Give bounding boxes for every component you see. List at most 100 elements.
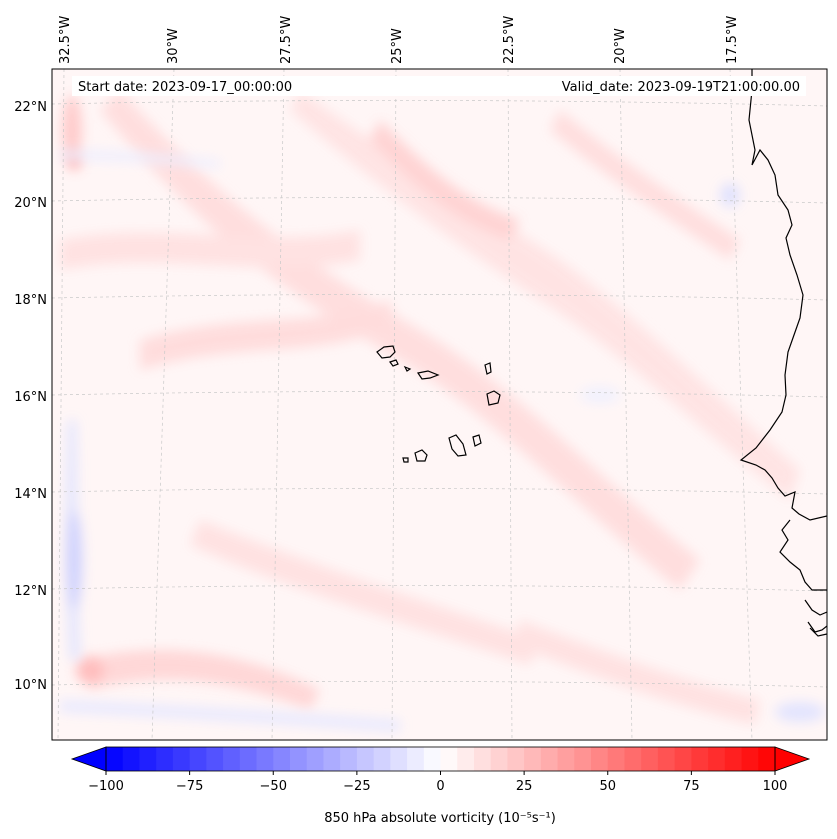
colorbar-step [624, 747, 642, 771]
colorbar-tick-label: 100 [763, 779, 788, 794]
cape-verde-sal [484, 362, 492, 375]
longitude-label: 22.5°W [502, 16, 517, 64]
colorbar-step [156, 747, 174, 771]
positive-vorticity-band [190, 520, 540, 665]
latitude-labels: 22°N 20°N 18°N 16°N 14°N 12°N 10°N [14, 100, 47, 693]
colorbar-step [591, 747, 609, 771]
cape-verde-santo-antao [376, 345, 396, 359]
latitude-label: 16°N [14, 390, 47, 405]
gridlines [52, 69, 827, 740]
latitude-gridline [52, 681, 827, 688]
positive-vorticity-band [140, 300, 395, 370]
latitude-gridline [52, 294, 827, 301]
valid-date-box [312, 76, 806, 96]
negative-vorticity-band [60, 700, 400, 732]
cape-verde-santiago [448, 434, 467, 457]
colorbar-step [256, 747, 274, 771]
start-date-label: Start date: 2023-09-17_00:00:00 [78, 80, 292, 95]
cape-verde-fogo [414, 449, 428, 462]
bijagos-islands [809, 627, 827, 637]
cape-verde-maio [472, 434, 482, 447]
colorbar-step [122, 747, 140, 771]
latitude-label: 20°N [14, 196, 47, 211]
longitude-labels: 32.5°W 30°W 27.5°W 25°W 22.5°W 20°W 17.5… [58, 16, 740, 64]
cape-verde-brava [402, 457, 409, 463]
header-labels: Start date: 2023-09-17_00:00:00 Valid_da… [72, 76, 806, 96]
latitude-label: 12°N [14, 584, 47, 599]
africa-coastline [804, 599, 827, 616]
colorbar-step [473, 747, 492, 771]
positive-vorticity-band [60, 230, 360, 270]
colorbar-label: 850 hPa absolute vorticity (10⁻⁵s⁻¹) [324, 811, 556, 826]
positive-vorticity-core [62, 95, 82, 165]
colorbar-step [306, 747, 324, 771]
colorbar-steps [106, 747, 776, 771]
colorbar-step [390, 747, 408, 771]
longitude-label: 17.5°W [725, 16, 740, 64]
colorbar-step [657, 747, 676, 771]
colorbar-step [507, 747, 525, 771]
africa-coastline [807, 621, 827, 633]
colorbar-tick-label: 50 [599, 779, 616, 794]
colorbar-step [440, 747, 458, 771]
longitude-gridline [729, 69, 753, 740]
latitude-label: 18°N [14, 293, 47, 308]
colorbar-step [674, 747, 692, 771]
cape-verde-santa-luzia [403, 365, 412, 372]
colorbar-step [557, 747, 575, 771]
colorbar-step [407, 747, 425, 771]
map-panel: Start date: 2023-09-17_00:00:00 Valid_da… [51, 68, 828, 741]
colorbar-tick-label: −100 [88, 779, 124, 794]
negative-vorticity-core [720, 183, 740, 207]
colorbar-step [708, 747, 726, 771]
colorbar-step [206, 747, 224, 771]
latitude-label: 22°N [14, 100, 47, 115]
colorbar-extend-min [70, 746, 107, 772]
colorbar-extend-max [774, 746, 811, 772]
coastlines [376, 69, 827, 637]
latitude-label: 14°N [14, 487, 47, 502]
colorbar-step [741, 747, 759, 771]
colorbar-step [373, 747, 391, 771]
colorbar-step [457, 747, 475, 771]
negative-vorticity-core [580, 387, 620, 403]
negative-vorticity-core [66, 510, 82, 610]
colorbar-step [273, 747, 291, 771]
longitude-label: 27.5°W [279, 16, 294, 64]
longitude-label: 20°W [613, 28, 628, 64]
colorbar-step [223, 747, 241, 771]
colorbar-tick-label: 25 [516, 779, 533, 794]
longitude-label: 25°W [390, 28, 405, 64]
longitude-gridline [271, 69, 285, 740]
longitude-gridline [57, 69, 65, 740]
colorbar-step [724, 747, 743, 771]
colorbar-step [139, 747, 157, 771]
colorbar-tick-label: 0 [436, 779, 444, 794]
longitude-gridline [619, 69, 633, 740]
colorbar-step [172, 747, 191, 771]
colorbar-step [106, 747, 124, 771]
colorbar-step [423, 747, 442, 771]
colorbar-step [574, 747, 592, 771]
valid-date-label: Valid_date: 2023-09-19T21:00:00.00 [562, 80, 800, 95]
positive-vorticity-band [80, 650, 320, 710]
cape-verde-sao-nicolau [417, 370, 440, 380]
colorbar-step [239, 747, 258, 771]
latitude-gridline [52, 197, 827, 204]
map-frame [51, 68, 828, 741]
colorbar-step [356, 747, 375, 771]
colorbar: −100 −75 −50 −25 0 25 50 75 100 850 hPa absolute… [70, 746, 811, 826]
colorbar-step [289, 747, 308, 771]
colorbar-step [340, 747, 358, 771]
longitude-gridline [391, 69, 397, 740]
colorbar-step [641, 747, 659, 771]
latitude-gridline [52, 585, 827, 592]
colorbar-step [691, 747, 709, 771]
latitude-gridline [52, 391, 827, 398]
cape-verde-sao-vicente [389, 359, 399, 367]
colorbar-step [607, 747, 625, 771]
latitude-gridline [52, 488, 827, 495]
longitude-label: 30°W [166, 28, 181, 64]
colorbar-step [189, 747, 207, 771]
positive-vorticity-band [370, 120, 520, 240]
